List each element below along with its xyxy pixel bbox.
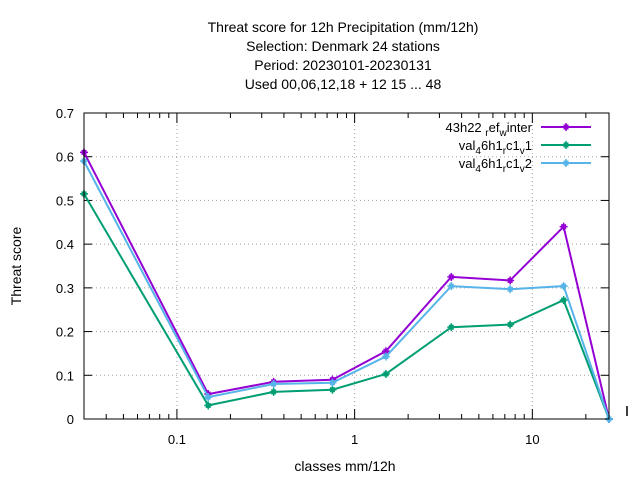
title-line-3: Period: 20230101-20230131	[254, 57, 432, 73]
legend-label-3: val46h1rc1v2	[459, 156, 532, 175]
series-line-1	[83, 151, 610, 420]
y-tick-label: 0.3	[56, 281, 74, 296]
y-tick-label: 0.7	[56, 106, 74, 121]
legend-label-1: 43h22 refwinter	[446, 120, 533, 139]
x-axis-label: classes mm/12h	[294, 458, 395, 474]
plot-frame	[83, 112, 610, 420]
series-lines	[80, 148, 613, 423]
chart-title: Threat score for 12h Precipitation (mm/1…	[208, 19, 479, 92]
tick-labels: 0 0.1 0.2 0.3 0.4 0.5 0.6 0.7 0.1 1 10	[56, 106, 540, 447]
y-tick-label: 0.1	[56, 368, 74, 383]
x-tick-label: 1	[351, 432, 358, 447]
title-line-4: Used 00,06,12,18 + 12 15 ... 48	[245, 76, 442, 92]
x-tick-label: 0.1	[168, 432, 186, 447]
y-tick-label: 0.6	[56, 150, 74, 165]
y-tick-label: 0.2	[56, 325, 74, 340]
title-line-2: Selection: Denmark 24 stations	[246, 38, 440, 54]
title-line-1: Threat score for 12h Precipitation (mm/1…	[208, 19, 479, 35]
y-tick-label: 0.5	[56, 193, 74, 208]
y-axis-label: Threat score	[8, 226, 24, 305]
legend-label-2: val46h1rc1v1	[459, 138, 532, 157]
axis-ticks	[84, 112, 628, 420]
y-tick-label: 0	[67, 412, 74, 427]
y-tick-label: 0.4	[56, 237, 74, 252]
x-tick-label: 10	[525, 432, 539, 447]
series-line-3	[83, 160, 610, 420]
grid	[84, 113, 609, 419]
